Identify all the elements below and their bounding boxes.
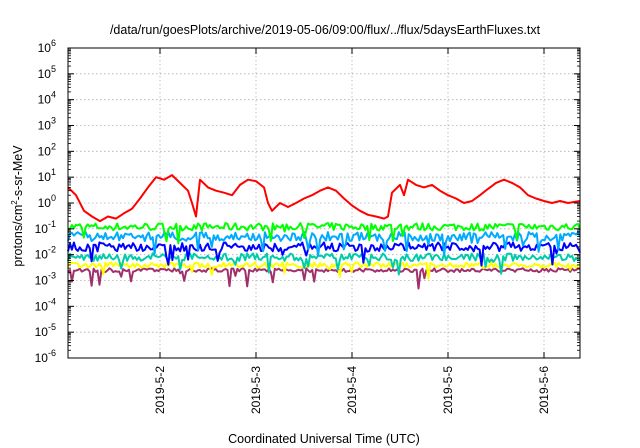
series-line — [67, 267, 581, 290]
y-tick-label: 104 — [38, 90, 56, 107]
y-tick-label-base: 10 — [35, 274, 49, 288]
y-axis-title-sup: 2 — [10, 200, 19, 205]
y-tick-label-base: 10 — [35, 222, 49, 236]
y-tick-label: 103 — [38, 116, 56, 133]
y-tick-label-exponent: -3 — [48, 271, 56, 281]
y-tick-label: 101 — [38, 167, 56, 184]
y-tick-label-base: 10 — [35, 351, 49, 365]
y-tick-label-exponent: 3 — [51, 116, 56, 126]
y-tick-label-exponent: 5 — [51, 64, 56, 74]
y-tick-label-base: 10 — [38, 67, 52, 81]
y-tick-label-exponent: 0 — [51, 193, 56, 203]
y-tick-label: 10-2 — [35, 245, 56, 262]
y-tick-label: 10-6 — [35, 348, 56, 365]
y-tick-label: 10-3 — [35, 271, 56, 288]
series-line — [67, 252, 581, 276]
series-line — [67, 174, 581, 223]
y-axis-title: protons/cm2-s-sr-MeV — [10, 145, 25, 267]
y-tick-label-base: 10 — [35, 248, 49, 262]
y-tick-label-base: 10 — [38, 41, 52, 55]
y-tick-label: 105 — [38, 64, 56, 81]
y-tick-label-base: 10 — [35, 325, 49, 339]
y-tick-label-exponent: 2 — [51, 141, 56, 151]
y-tick-label-exponent: 6 — [51, 38, 56, 48]
y-tick-label: 10-5 — [35, 322, 56, 339]
x-tick-label: 2019-5-3 — [249, 366, 263, 414]
y-tick-label: 102 — [38, 141, 56, 158]
y-axis-title-base: protons/cm — [11, 205, 25, 267]
y-tick-label-base: 10 — [38, 93, 52, 107]
y-tick-label-exponent: -6 — [48, 348, 56, 358]
y-tick-label-exponent: 4 — [51, 90, 56, 100]
series-layer — [67, 174, 581, 290]
y-tick-label-base: 10 — [35, 299, 49, 313]
y-tick-label-exponent: -1 — [48, 219, 56, 229]
y-tick-label: 106 — [38, 38, 56, 55]
x-tick-label: 2019-5-2 — [153, 366, 167, 414]
y-tick-label-exponent: -4 — [48, 296, 56, 306]
y-axis-ticks: 10-610-510-410-310-210-11001011021031041… — [35, 38, 580, 365]
x-tick-label: 2019-5-4 — [345, 366, 359, 414]
x-tick-label: 2019-5-5 — [441, 366, 455, 414]
y-tick-label-base: 10 — [38, 196, 52, 210]
chart-title: /data/run/goesPlots/archive/2019-05-06/0… — [110, 23, 541, 37]
x-tick-label: 2019-5-6 — [537, 366, 551, 414]
x-axis-ticks: 2019-5-2 2019-5-3 2019-5-4 2019-5-5 2019-5-6 — [153, 48, 551, 414]
y-tick-label: 10-1 — [35, 219, 56, 236]
y-tick-label: 100 — [38, 193, 56, 210]
y-tick-label-base: 10 — [38, 170, 52, 184]
y-tick-label-exponent: -5 — [48, 322, 56, 332]
series-line — [67, 222, 581, 245]
x-axis-title: Coordinated Universal Time (UTC) — [228, 432, 420, 446]
series-line — [67, 261, 581, 280]
y-tick-label-base: 10 — [38, 144, 52, 158]
y-tick-label-exponent: -2 — [48, 245, 56, 255]
y-tick-label-base: 10 — [38, 119, 52, 133]
y-tick-label: 10-4 — [35, 296, 56, 313]
y-tick-label-exponent: 1 — [51, 167, 56, 177]
y-axis-title-rest: -s-sr-MeV — [11, 145, 25, 201]
series-line — [67, 231, 581, 257]
